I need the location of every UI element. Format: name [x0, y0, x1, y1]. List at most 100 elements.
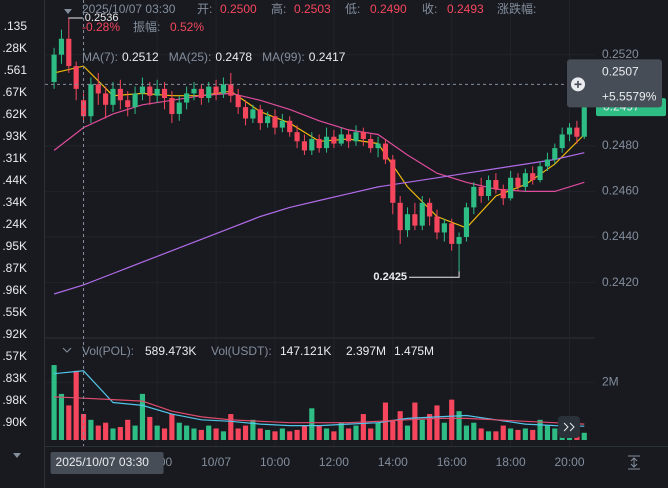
vol-quote-title: Vol(USDT):	[211, 344, 272, 358]
crosshair-time-box	[50, 452, 164, 474]
sidebar-value: .24K	[2, 217, 27, 231]
volume-bar	[368, 428, 374, 440]
volume-bar	[323, 428, 330, 440]
candle-body	[235, 95, 241, 108]
candle-body	[552, 148, 558, 160]
volume-bar	[287, 431, 293, 440]
candle-body	[169, 97, 175, 114]
candle-body	[559, 134, 565, 149]
amplitude-value: 0.52%	[170, 20, 204, 34]
candle-body	[581, 107, 587, 137]
high-value: 0.2503	[294, 2, 331, 16]
candle-body	[375, 143, 381, 149]
volume-bar	[419, 419, 425, 440]
volume-bar	[110, 428, 116, 440]
crosshair-time: 2025/10/07 03:30	[56, 455, 150, 469]
plus-icon	[574, 80, 582, 88]
overlay: 2025/10/07 03:30 开: 0.2500 高: 0.2503 低: …	[2, 0, 666, 474]
volume-bar	[51, 365, 57, 440]
candle-body	[390, 159, 396, 203]
x-tick-label: 14:00	[378, 455, 408, 469]
open-value: 0.2500	[220, 2, 257, 16]
candle-body	[125, 100, 131, 108]
annotation-label: 0.2425	[373, 271, 407, 283]
candle-body	[530, 173, 536, 181]
candle-body	[566, 127, 573, 135]
candle-body	[463, 207, 470, 238]
candle-body	[419, 202, 425, 226]
candle-body	[404, 214, 411, 231]
crosshair-price: 0.2507	[602, 64, 639, 78]
volume-bar	[66, 405, 72, 440]
volume-bar	[309, 408, 315, 440]
sidebar-value: .83K	[2, 371, 27, 385]
ma-legend-name: MA(7):	[82, 50, 118, 64]
candle-body	[294, 132, 300, 142]
volume-bar	[544, 425, 551, 440]
vol-quote-value: 147.121K	[280, 344, 331, 358]
candle-body	[441, 223, 447, 233]
vol-base-value: 589.473K	[145, 344, 196, 358]
volume-bar	[493, 431, 499, 440]
volume-bar	[206, 425, 212, 440]
volume-bar	[176, 422, 182, 440]
volume-bar	[265, 429, 271, 440]
crosshair-box	[567, 59, 662, 108]
sidebar-value: .87K	[2, 261, 27, 275]
volume-bar	[449, 399, 455, 440]
candle-body	[456, 237, 462, 244]
volume-bar	[169, 414, 175, 440]
volume-bar	[515, 429, 521, 440]
candle-body	[427, 202, 433, 217]
sidebar-toggle[interactable]	[13, 453, 21, 458]
candle-body	[257, 109, 263, 124]
candle-body	[184, 93, 190, 103]
candle-body	[51, 54, 57, 83]
candle-body	[73, 66, 79, 89]
scroll-button[interactable]	[558, 416, 580, 438]
volume-bar	[552, 428, 558, 440]
candle-body	[485, 180, 492, 196]
volume-bar	[191, 428, 197, 440]
low-label: 低:	[345, 2, 360, 16]
candle-body	[397, 202, 403, 231]
volume-bar	[139, 393, 146, 440]
ma-legend-value: 0.2417	[309, 50, 346, 64]
candle-body	[574, 127, 580, 137]
candle-body	[346, 134, 352, 142]
candle-body	[103, 93, 109, 105]
vol-collapse[interactable]	[62, 347, 72, 353]
candle-body	[132, 93, 138, 108]
candle-body	[139, 86, 146, 94]
volume-bar	[331, 431, 337, 440]
change-value: -0.28%	[82, 20, 120, 34]
volume-bar	[353, 425, 359, 440]
vol-ma-legend: 1.475M	[394, 344, 434, 358]
candle-body	[66, 38, 72, 67]
ma-legend-name: MA(99):	[262, 50, 305, 64]
x-tick-label: 10:00	[260, 455, 290, 469]
volume-bar	[427, 414, 433, 440]
volume-bar	[537, 419, 543, 440]
volume-bar	[132, 425, 138, 440]
axis-toggle-icon[interactable]	[628, 455, 640, 470]
sidebar-value: .95K	[2, 239, 27, 253]
volume-bar	[294, 429, 300, 440]
sidebar-value: .93K	[2, 129, 27, 143]
collapse-arrow[interactable]	[64, 9, 72, 14]
y-tick-label: 0.2420	[602, 275, 639, 289]
candle-body	[537, 166, 543, 181]
candle-body	[331, 136, 337, 144]
sidebar-value: .96K	[2, 283, 27, 297]
amplitude-label: 振幅:	[133, 19, 160, 34]
candle-body	[95, 84, 101, 94]
y-tick-label: 0.2440	[602, 229, 639, 243]
volume-bar	[485, 431, 492, 440]
candle-body	[272, 116, 278, 128]
volume-bar	[404, 425, 411, 440]
sidebar-value: .31K	[2, 151, 27, 165]
candle-body	[309, 139, 315, 151]
volume-bar	[463, 425, 470, 440]
candle-body	[382, 143, 389, 160]
candle-body	[493, 180, 499, 190]
